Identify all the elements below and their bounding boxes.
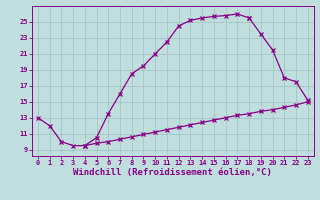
X-axis label: Windchill (Refroidissement éolien,°C): Windchill (Refroidissement éolien,°C) — [73, 168, 272, 177]
